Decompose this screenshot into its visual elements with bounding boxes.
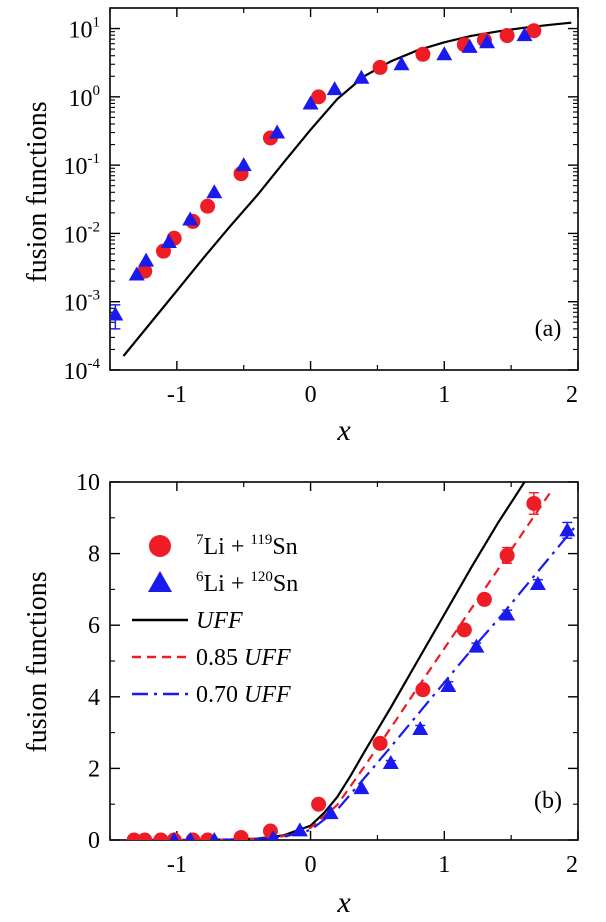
data-point xyxy=(302,95,319,110)
x-axis-label: x xyxy=(336,886,351,919)
y-tick-label: 10 xyxy=(76,470,100,496)
y-tick-label: 6 xyxy=(88,613,100,639)
y-tick-label: 101 xyxy=(69,15,101,44)
series-line xyxy=(122,21,572,357)
legend-entry: UFF xyxy=(132,608,243,634)
x-tick-label: -1 xyxy=(167,382,187,408)
data-point xyxy=(526,495,542,511)
data-point xyxy=(499,606,516,621)
data-point xyxy=(529,576,546,591)
panel-label: (b) xyxy=(534,788,562,814)
series-line xyxy=(130,490,553,840)
x-tick-label: 0 xyxy=(305,382,317,408)
data-point xyxy=(479,34,496,49)
data-point xyxy=(393,56,410,71)
data-point xyxy=(415,682,431,698)
data-point xyxy=(499,547,515,563)
data-point xyxy=(160,233,177,248)
data-point xyxy=(110,306,124,321)
data-point xyxy=(267,830,279,840)
data-point xyxy=(235,157,252,172)
data-point xyxy=(456,622,472,638)
legend-label: UFF xyxy=(196,608,243,634)
legend: 7Li + 119Sn 6Li + 120Sn UFF 0.85 UFF 0.70 UF… xyxy=(132,532,298,708)
data-point xyxy=(526,23,542,39)
data-point xyxy=(372,59,388,75)
data-point xyxy=(440,678,457,693)
data-point xyxy=(233,829,249,840)
data-point xyxy=(372,735,388,751)
y-tick-label: 10-4 xyxy=(64,356,101,385)
plot-area xyxy=(110,21,572,357)
legend-marker xyxy=(148,571,172,592)
data-point xyxy=(499,28,515,44)
x-tick-label: 2 xyxy=(566,382,578,408)
data-point xyxy=(200,198,216,214)
legend-entry: 6Li + 120Sn xyxy=(148,569,298,597)
data-point xyxy=(322,805,339,820)
legend-label: 0.85 UFF xyxy=(196,645,291,671)
data-point xyxy=(209,832,219,840)
data-point xyxy=(311,89,327,105)
data-point xyxy=(291,822,308,837)
y-tick-label: 0 xyxy=(88,828,100,854)
y-axis-label: fusion functions xyxy=(22,571,53,752)
data-point xyxy=(382,755,399,770)
data-point xyxy=(412,721,429,736)
data-point xyxy=(326,81,343,96)
data-point xyxy=(206,184,223,199)
data-point xyxy=(153,832,169,840)
plot-frame xyxy=(109,7,579,371)
x-tick-label: 2 xyxy=(566,852,578,878)
data-point xyxy=(436,46,453,61)
y-tick-label: 4 xyxy=(88,685,100,711)
x-tick-label: 1 xyxy=(438,382,450,408)
data-point xyxy=(169,832,179,840)
data-point xyxy=(353,69,370,84)
legend-label: 6Li + 120Sn xyxy=(196,569,298,597)
y-tick-label: 2 xyxy=(88,756,100,782)
y-tick-label: 100 xyxy=(69,83,101,112)
plot-area xyxy=(126,482,578,840)
y-tick-label: 8 xyxy=(88,542,100,568)
data-point xyxy=(468,638,485,653)
x-tick-label: 0 xyxy=(305,852,317,878)
data-point xyxy=(185,832,195,840)
data-point xyxy=(137,832,153,840)
legend-entry: 0.70 UFF xyxy=(132,682,291,708)
y-tick-label: 10-1 xyxy=(64,151,101,180)
data-point xyxy=(461,38,478,53)
data-point xyxy=(353,780,370,795)
x-axis-label: x xyxy=(336,414,351,447)
legend-label: 7Li + 119Sn xyxy=(196,532,298,560)
legend-marker xyxy=(149,535,171,557)
legend-label: 0.70 UFF xyxy=(196,682,291,708)
panel-label: (a) xyxy=(535,316,562,342)
series-line xyxy=(130,482,526,840)
data-point xyxy=(559,522,576,537)
y-tick-label: 10-3 xyxy=(64,288,101,317)
data-point xyxy=(138,252,155,267)
data-point xyxy=(269,124,286,139)
data-point xyxy=(476,591,492,607)
data-point xyxy=(128,266,145,281)
data-point xyxy=(182,211,199,226)
data-point xyxy=(415,46,431,62)
data-point xyxy=(516,27,533,42)
data-point xyxy=(311,796,327,812)
x-tick-label: -1 xyxy=(167,852,187,878)
y-tick-label: 10-2 xyxy=(64,219,101,248)
x-tick-label: 1 xyxy=(438,852,450,878)
legend-entry: 0.85 UFF xyxy=(132,645,291,671)
y-axis-label: fusion functions xyxy=(22,101,53,282)
legend-entry: 7Li + 119Sn xyxy=(149,532,298,560)
panel-b: -1 0 1 2 0 2 4 6 8 10 fusion functions x (b) 7Li + 11… xyxy=(22,470,579,919)
panel-a: -1 0 1 2 10-4 10-3 10-2 10-1 100 101 fusion functi… xyxy=(22,7,579,447)
